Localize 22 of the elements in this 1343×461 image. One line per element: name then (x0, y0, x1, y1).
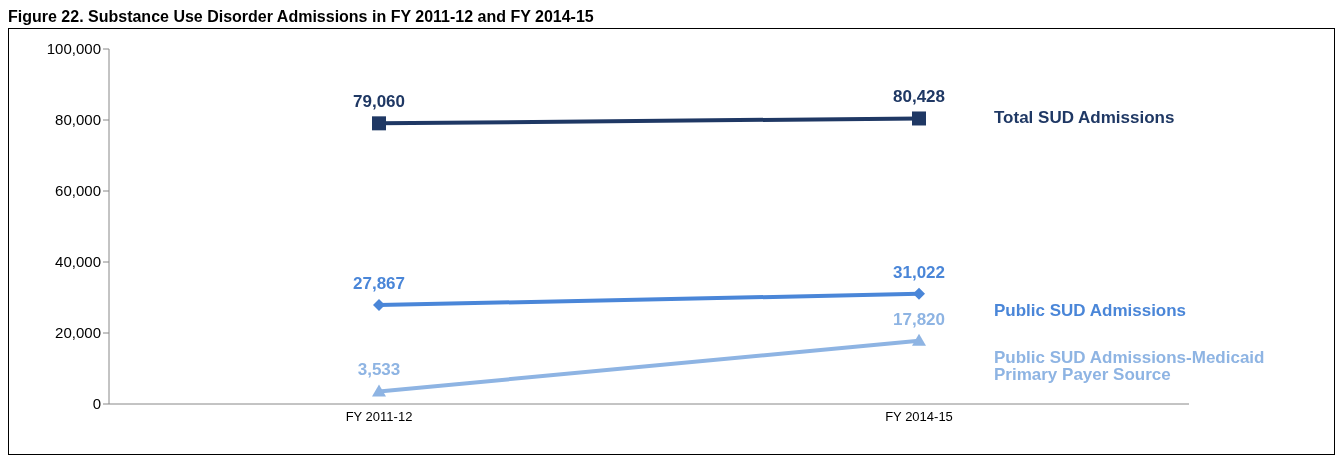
chart-title: Figure 22. Substance Use Disorder Admissions in FY 2011-12 and FY 2014-15 (8, 8, 595, 26)
y-tick-label: 40,000 (55, 253, 101, 271)
point (913, 287, 925, 300)
data-label: 3,533 (357, 360, 401, 380)
y-tick-label: 20,000 (55, 324, 101, 342)
data-label: 31,022 (893, 262, 945, 282)
text: Public SUD Admissions (994, 300, 1187, 320)
text: Total SUD Admissions (994, 107, 1175, 127)
point (372, 116, 386, 131)
y-tick-label: 100,000 (46, 40, 101, 58)
x-tick-label: FY 2011-12 (345, 409, 413, 425)
point (373, 299, 385, 312)
y-tick-label: 80,000 (55, 111, 101, 129)
data-label: 27,867 (353, 274, 405, 294)
text: Public SUD Admissions-Medicaid Primary Payer Source (994, 347, 1265, 384)
point (912, 111, 926, 126)
data-label: 79,060 (353, 92, 405, 112)
y-tick-label: 0 (92, 395, 101, 413)
y-tick-label: 60,000 (55, 182, 101, 200)
x-tick-label: FY 2014-15 (885, 409, 953, 425)
data-label: 80,428 (893, 87, 945, 107)
data-label: 17,820 (893, 309, 945, 329)
